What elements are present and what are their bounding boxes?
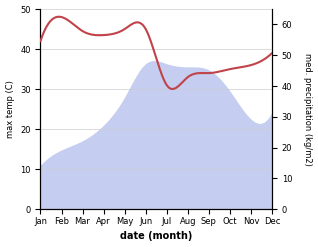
Y-axis label: max temp (C): max temp (C) — [5, 80, 15, 138]
Y-axis label: med. precipitation (kg/m2): med. precipitation (kg/m2) — [303, 53, 313, 165]
X-axis label: date (month): date (month) — [120, 231, 192, 242]
